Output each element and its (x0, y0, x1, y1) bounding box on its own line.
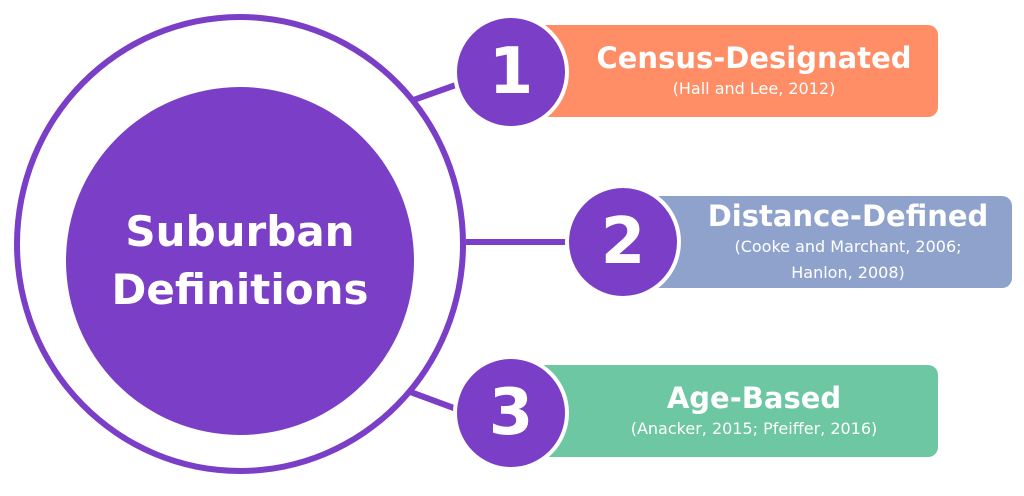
definition-card-2: Distance-Defined (Cooke and Marchant, 20… (624, 196, 1012, 288)
center-title-line-2: Definitions (111, 265, 369, 314)
card-heading: Distance-Defined (707, 199, 989, 233)
card-citation: (Hall and Lee, 2012) (672, 79, 836, 98)
card-citation: (Anacker, 2015; Pfeiffer, 2016) (630, 419, 878, 438)
number-badge-1: 1 (453, 14, 569, 130)
center-title-line-1: Suburban (125, 207, 355, 256)
definition-card-1: Census-Designated (Hall and Lee, 2012) (518, 25, 938, 117)
card-heading: Age-Based (666, 381, 842, 415)
number-badge-3: 3 (453, 355, 569, 471)
card-citation: (Cooke and Marchant, 2006; (734, 237, 962, 256)
number-badge-2: 2 (565, 184, 681, 300)
card-citation: Hanlon, 2008) (791, 263, 905, 282)
definition-card-3: Age-Based (Anacker, 2015; Pfeiffer, 2016… (518, 365, 938, 457)
card-heading: Census-Designated (596, 41, 912, 75)
center-circle: Suburban Definitions (66, 87, 414, 435)
